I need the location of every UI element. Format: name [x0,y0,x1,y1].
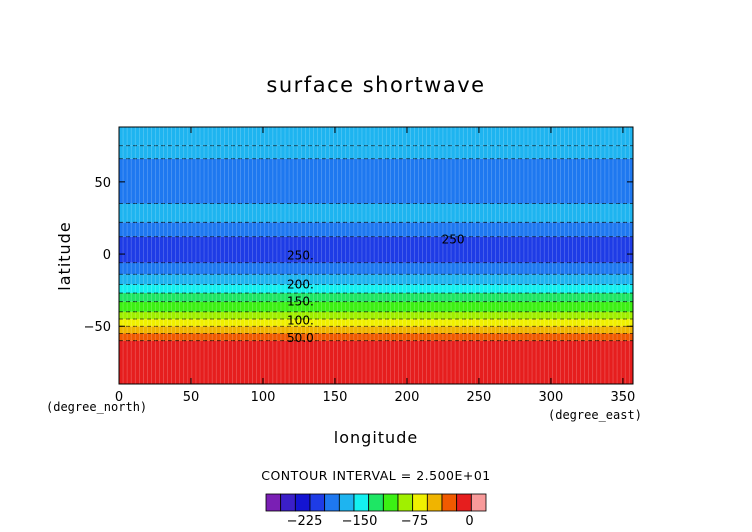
colorbar-tick-label: −150 [342,514,378,529]
x-tick-label: 100 [251,390,276,405]
lat-band [119,203,633,223]
colorbar-swatch [294,493,311,512]
contour-label: 200. [287,277,314,291]
x-axis-title: longitude [334,428,418,447]
colorbar-swatch [280,493,296,512]
lat-band [119,319,633,327]
plot-overlay: 250. 200. 150. 100. 50.0 250 [118,127,633,384]
plot-frame [118,126,634,385]
x-tick-label: 350 [611,390,636,405]
lat-band [119,301,633,312]
contour-label: 100. [287,313,314,327]
contour-label: 50.0 [287,331,314,345]
colorbar-swatch [470,493,487,512]
contour-label: 250. [287,249,314,263]
colorbar-tick-label: 0 [465,514,473,529]
colorbar-swatch [353,493,370,512]
x-tick-label: 50 [183,390,200,405]
lat-band [119,293,633,302]
x-axis-unit: (degree_east) [548,408,642,422]
colorbar-swatch [324,493,340,512]
x-tick-label: 0 [115,390,123,405]
lat-band [119,145,633,159]
y-tick-label: −50 [84,320,111,335]
colorbar-swatch [441,493,458,512]
lat-band [119,222,633,237]
plot-area [119,127,633,384]
x-tick-label: 150 [323,390,348,405]
lat-band [119,326,633,334]
x-tick-label: 300 [539,390,564,405]
lat-band [119,127,633,146]
lat-band [119,236,633,263]
lat-band [119,158,633,204]
lat-band [119,274,633,285]
x-tick-label: 200 [395,390,420,405]
y-axis-unit: (degree_north) [46,400,147,414]
axes: 0 50 100 150 200 250 300 350 −50 0 50 [84,127,636,405]
lat-band [119,340,633,384]
colorbar-tick-label: −75 [401,514,428,529]
colorbar-tick-label: −225 [287,514,323,529]
y-tick-label: 50 [94,176,111,191]
x-tick-label: 250 [467,390,492,405]
colorbar: −225 −150 −75 0 [265,493,487,529]
chart-title: surface shortwave [266,73,485,97]
y-tick-label: 0 [103,248,111,263]
colorbar-swatch [338,493,355,512]
contour-label: 150. [287,295,314,309]
y-axis-title: latitude [55,221,74,290]
colorbar-swatch [456,493,472,512]
lat-band [119,284,633,294]
colorbar-swatch [382,493,399,512]
contour-label: 250 [442,233,465,247]
colorbar-swatch [412,493,428,512]
colorbar-swatch [426,493,443,512]
contour-interval-text: CONTOUR INTERVAL = 2.500E+01 [261,468,491,483]
lat-band [119,333,633,341]
lat-band [119,311,633,320]
colorbar-swatch [265,493,282,512]
colorbar-swatch [309,493,326,512]
colorbar-swatch [397,493,414,512]
colorbar-swatch [368,493,384,512]
lat-band [119,262,633,275]
